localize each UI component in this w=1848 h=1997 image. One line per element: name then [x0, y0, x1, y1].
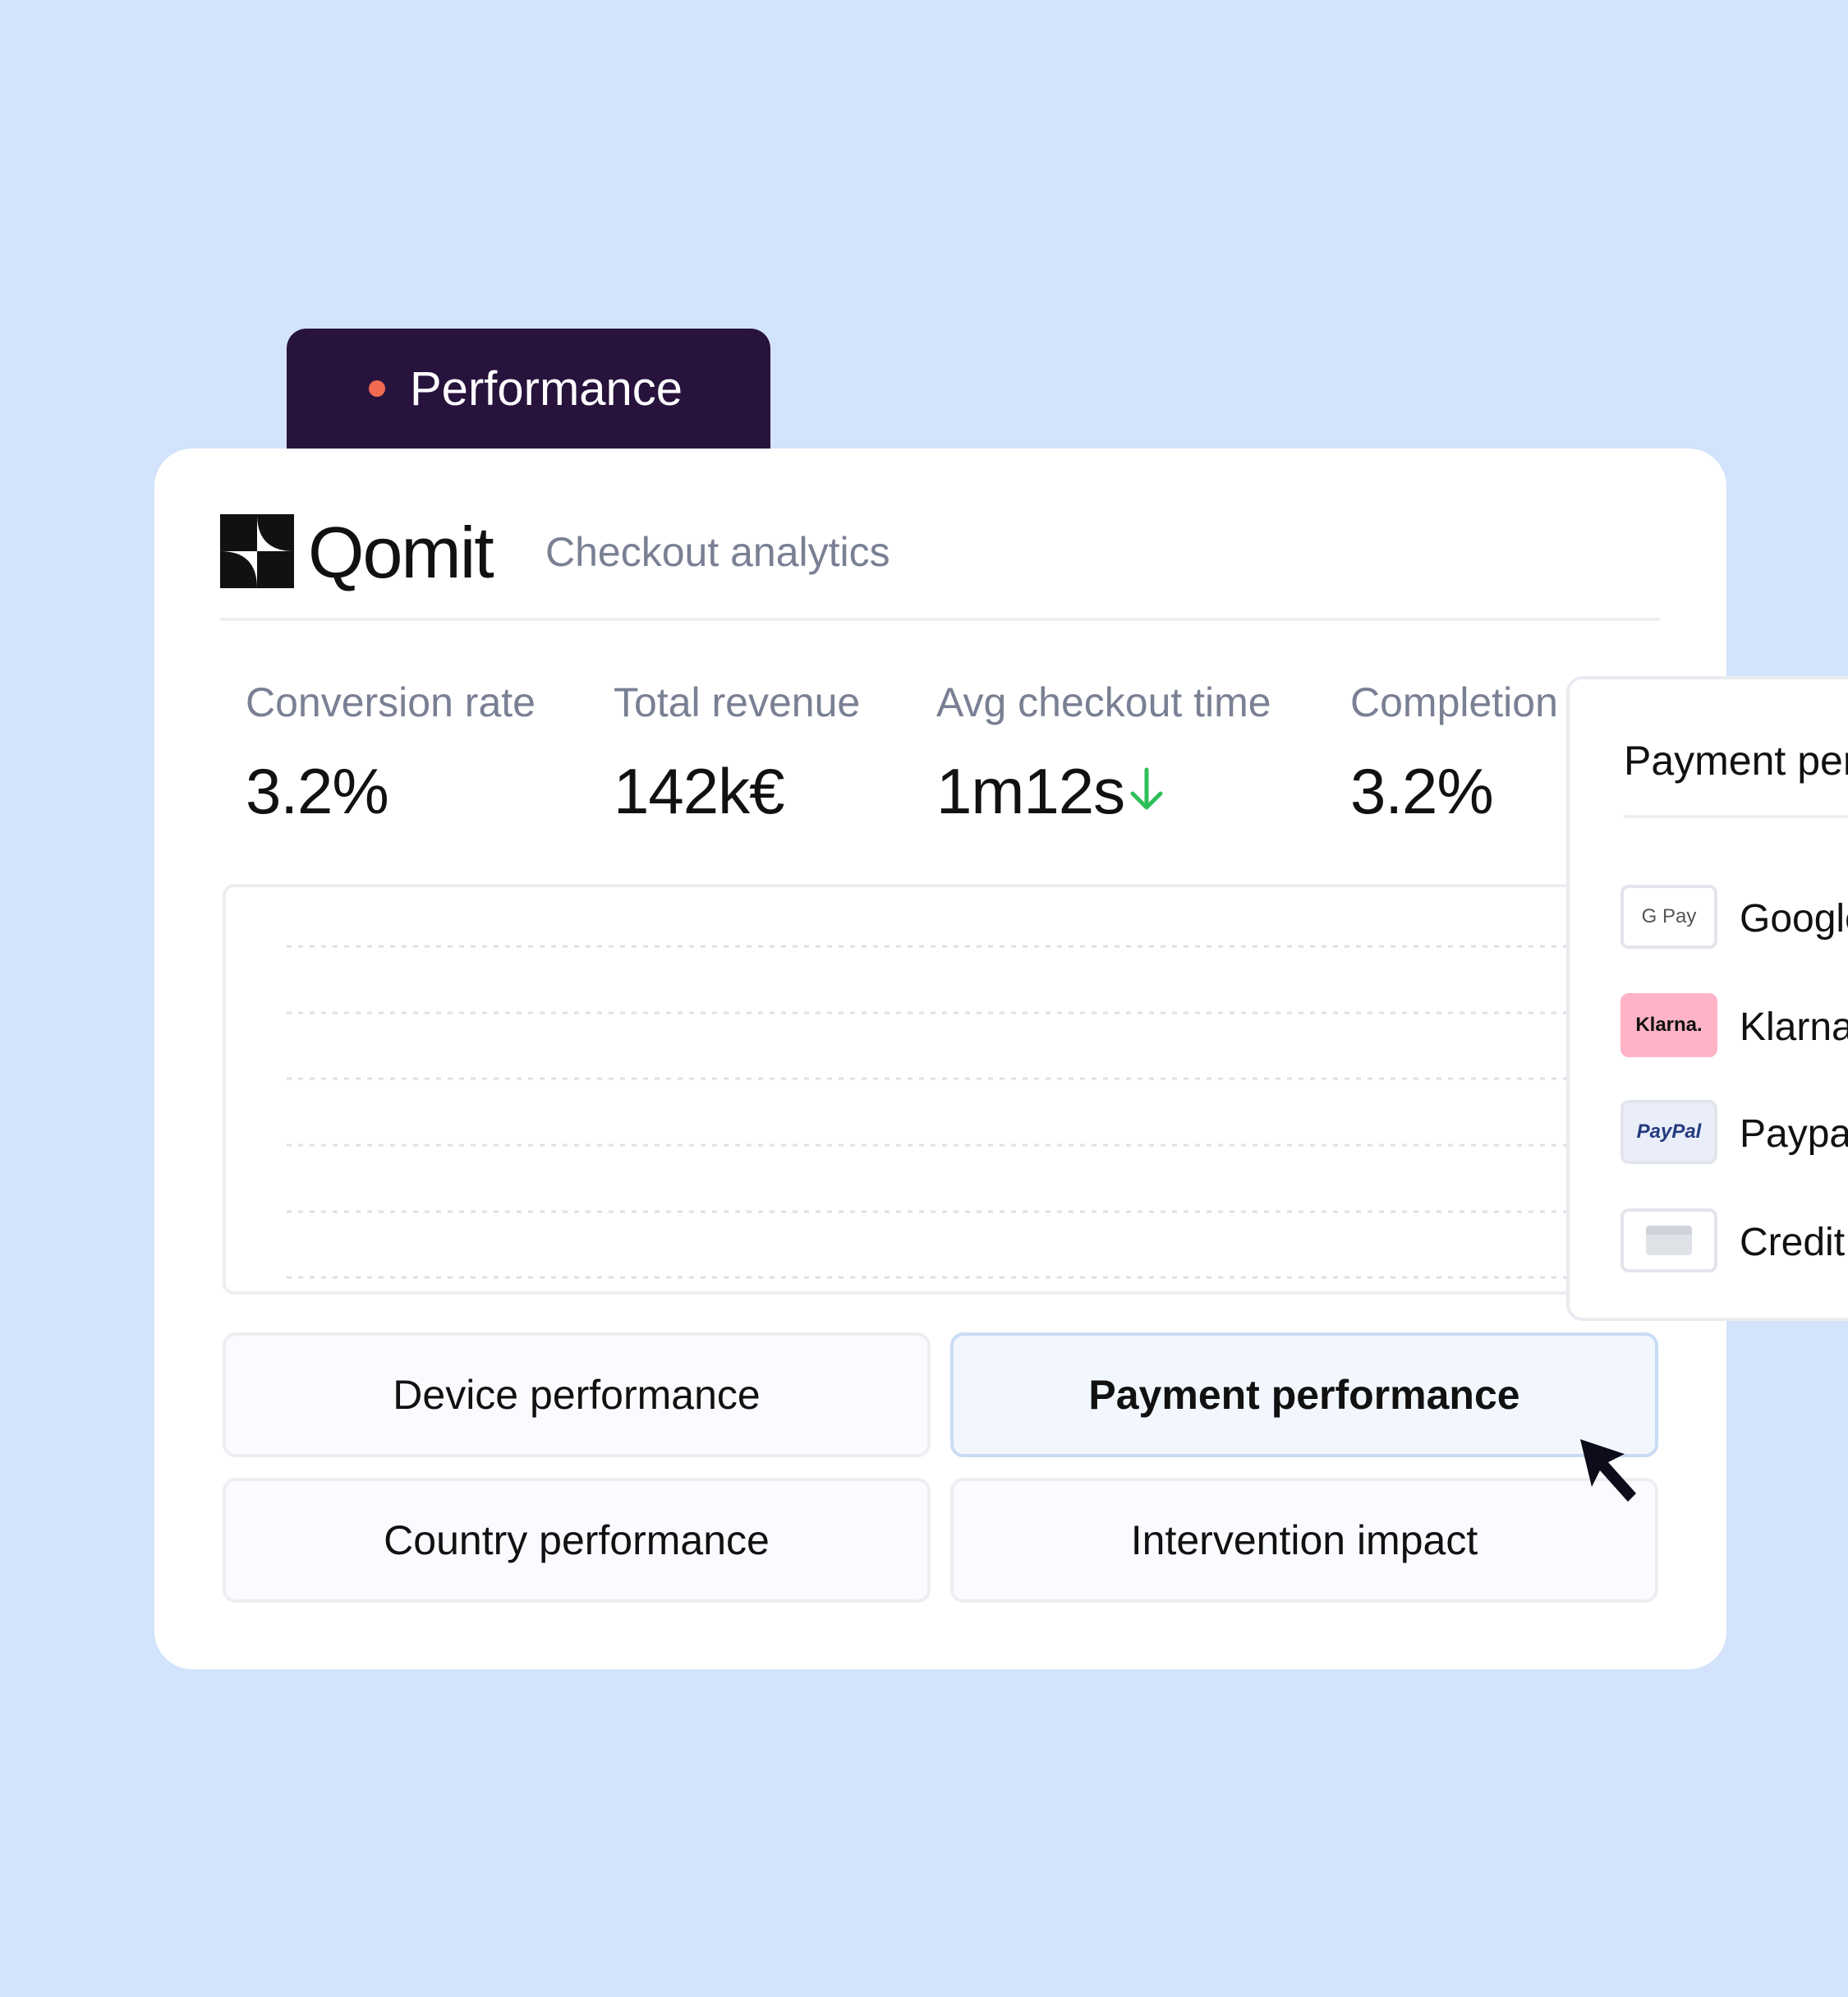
tab-label: Performance: [410, 362, 683, 416]
icon: PayPal: [1620, 1100, 1717, 1164]
status-dot: [369, 380, 385, 397]
cursor: [1580, 1439, 1636, 1502]
icon: Klarna.: [1620, 993, 1717, 1057]
logo: [220, 514, 294, 588]
button[interactable]: Country performance: [223, 1478, 931, 1603]
divider: [220, 618, 1660, 621]
panel-title: Payment performance: [1624, 738, 1848, 784]
side-panel: Payment performance G Pay Google Pay Kla…: [1566, 676, 1848, 1321]
method-name: Credit card: [1740, 1221, 1848, 1264]
method-name: Klarna: [1740, 1005, 1848, 1049]
area: [287, 955, 1570, 1229]
metric-label: Total revenue: [614, 679, 861, 725]
metric-value: 3.2%: [246, 755, 389, 827]
sparkline: [287, 945, 1570, 1279]
method-name: Paypal: [1740, 1112, 1848, 1156]
metric-value: 1m12s: [936, 755, 1125, 827]
button[interactable]: Device performance: [223, 1332, 931, 1457]
payment-method[interactable]: G Pay Google Pay: [1620, 885, 1848, 950]
metric-label: Completion: [1350, 679, 1558, 725]
button[interactable]: Payment performance: [950, 1332, 1658, 1457]
brand: Qomit: [308, 512, 494, 593]
payment-method[interactable]: Klarna. Klarna: [1620, 993, 1848, 1059]
metric-label: Conversion rate: [246, 679, 536, 725]
down-arrow: [1130, 767, 1163, 810]
divider: [1624, 815, 1848, 818]
metric-value: 3.2%: [1350, 755, 1494, 827]
metric-label: Avg checkout time: [936, 679, 1271, 725]
icon: G Pay: [1620, 885, 1717, 949]
tab[interactable]: Performance: [287, 329, 770, 468]
method-name: Google Pay: [1740, 897, 1848, 941]
metric-value: 142k€: [614, 755, 785, 827]
subtitle: Checkout analytics: [545, 529, 890, 575]
icon: [1620, 1208, 1717, 1272]
payment-method[interactable]: Credit card: [1620, 1208, 1848, 1274]
payment-method[interactable]: PayPal Paypal: [1620, 1100, 1848, 1166]
button[interactable]: Intervention impact: [950, 1478, 1658, 1603]
